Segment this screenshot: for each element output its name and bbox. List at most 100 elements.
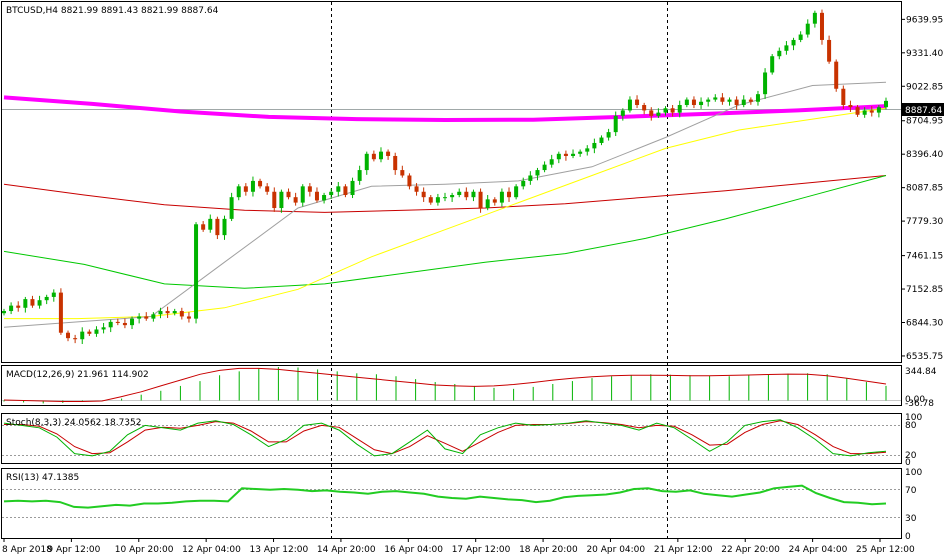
moving-averages (3, 81, 887, 328)
candle-body (400, 170, 405, 176)
candle-body (222, 218, 227, 236)
candle-body (357, 170, 362, 181)
candle-body (812, 12, 817, 24)
candle-body (371, 153, 376, 160)
candle-body (620, 110, 625, 116)
candle-body (9, 305, 14, 312)
candle-body (293, 197, 298, 203)
rsi-axis-label: 30 (905, 514, 917, 524)
candle-body (101, 327, 106, 330)
candle-body (464, 191, 469, 198)
candle-body (137, 316, 142, 319)
candle-body (741, 99, 746, 106)
macd-axis-label: 0.00 (905, 395, 925, 405)
candle-body (16, 305, 21, 308)
candle-body (755, 94, 760, 102)
current-price-label: 8887.64 (905, 106, 942, 116)
candle-body (862, 110, 867, 115)
current-price-tag: 8887.64 (902, 103, 944, 116)
candle-body (748, 99, 753, 102)
rsi-panel-frame (1, 468, 902, 539)
candle-body (663, 108, 668, 113)
candle-body (51, 292, 56, 297)
candle-body (30, 299, 35, 306)
time-tick-label: 14 Apr 20:00 (317, 545, 376, 555)
candle-body (80, 331, 85, 340)
candle-body (44, 296, 49, 301)
price-axis: 9639.95 9331.40 9022.85 8704.95 8396.40 8087.… (901, 15, 943, 362)
candle-body (834, 61, 839, 89)
stoch-axis-label: 0 (905, 458, 911, 468)
candle-body (108, 321, 113, 328)
candle-body (2, 311, 6, 314)
candle-body (684, 99, 689, 106)
candle-body (229, 197, 234, 219)
rsi-axis-label: 70 (905, 486, 917, 496)
time-tick-label: 18 Apr 20:00 (519, 545, 578, 555)
stoch-axis-label: 20 (905, 451, 917, 461)
time-tick-label: 17 Apr 12:00 (452, 545, 511, 555)
candle-body (706, 99, 711, 102)
candle-body (414, 186, 419, 192)
candle-body (499, 191, 504, 203)
candle-body (307, 186, 312, 192)
candle-body (542, 164, 547, 171)
price-tick-label: 9022.85 (906, 82, 943, 92)
period-separators (331, 2, 668, 538)
candle-body (179, 311, 184, 317)
macd-signal-line (3, 367, 887, 402)
candle-body (144, 316, 149, 319)
candle-body (734, 99, 739, 106)
stoch-axis-label: 80 (905, 421, 917, 431)
stoch-axis-label: 100 (905, 413, 922, 423)
candle-body (201, 224, 206, 230)
candle-body (407, 175, 412, 187)
candle-body (713, 97, 718, 100)
candle-body (841, 88, 846, 106)
candle-body (186, 316, 191, 319)
candle-body (236, 186, 241, 198)
candle-body (450, 195, 455, 198)
candle-body (66, 332, 71, 339)
candle-body (58, 292, 63, 333)
candle-body (507, 191, 512, 198)
candle-body (777, 50, 782, 57)
candle-body (805, 23, 810, 35)
main-panel-frame (1, 1, 902, 363)
candle-body (122, 322, 127, 326)
price-tick-label: 7152.85 (906, 285, 943, 295)
price-tick-label: 8087.85 (906, 184, 943, 194)
candle-body (428, 197, 433, 203)
stoch-main-line (3, 419, 887, 457)
candle-body (514, 186, 519, 198)
candle-body (322, 195, 327, 201)
moving-average-line (3, 175, 887, 289)
macd-title: MACD(12,26,9) 21.961 114.902 (6, 370, 149, 380)
candle-body (649, 110, 654, 116)
candle-body (435, 197, 440, 203)
rsi-line (3, 484, 887, 509)
rsi-axis-label: 0 (905, 532, 911, 542)
time-tick-label: 13 Apr 12:00 (250, 545, 309, 555)
rsi-axis-label: 100 (905, 468, 922, 478)
price-tick-label: 8396.40 (906, 150, 943, 160)
candle-body (827, 39, 832, 62)
time-tick-label: 21 Apr 12:00 (654, 545, 713, 555)
price-tick-label: 6844.30 (906, 318, 943, 328)
candle-body (535, 170, 540, 176)
candle-body (314, 191, 319, 201)
candle-body (250, 180, 255, 192)
price-tick-label: 7461.15 (906, 252, 943, 262)
candle-body (37, 300, 42, 306)
time-tick-label: 12 Apr 04:00 (182, 545, 241, 555)
candle-body (158, 311, 163, 315)
candle-body (151, 314, 156, 319)
candle-body (478, 191, 483, 209)
candle-body (265, 186, 270, 192)
rsi-levels (2, 489, 901, 518)
candle-body (471, 191, 476, 198)
candle-body (571, 153, 576, 156)
candle-body (73, 338, 78, 340)
